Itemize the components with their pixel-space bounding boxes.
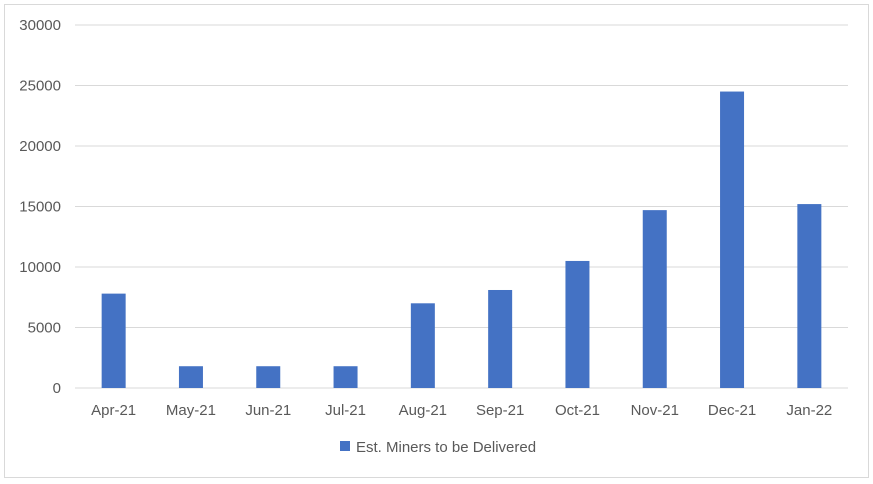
bar-dec-21 xyxy=(720,91,745,389)
bar-nov-21 xyxy=(642,210,667,388)
x-tick-label: May-21 xyxy=(166,402,216,419)
bar-apr-21 xyxy=(101,293,126,388)
bar-jul-21 xyxy=(333,366,358,388)
legend: Est. Miners to be Delivered xyxy=(340,439,536,456)
bar-may-21 xyxy=(178,366,203,388)
x-tick-label: Jun-21 xyxy=(245,402,291,419)
bar-jun-21 xyxy=(256,366,281,388)
gridlines xyxy=(75,24,848,389)
bar-sep-21 xyxy=(488,289,513,388)
y-tick-label: 25000 xyxy=(19,78,61,95)
y-tick-label: 10000 xyxy=(19,259,61,276)
x-tick-label: Jul-21 xyxy=(325,402,366,419)
y-tick-label: 20000 xyxy=(19,138,61,155)
x-axis-tick-labels: Apr-21 May-21 Jun-21 Jul-21 Aug-21 Sep-21 Oct-… xyxy=(91,402,832,419)
x-tick-label: Sep-21 xyxy=(476,402,524,419)
x-tick-label: Aug-21 xyxy=(399,402,447,419)
y-tick-label: 15000 xyxy=(19,199,61,216)
y-axis-tick-labels: 0 5000 10000 15000 20000 25000 30000 xyxy=(19,17,61,397)
x-tick-label: Oct-21 xyxy=(555,402,600,419)
bar-jan-22 xyxy=(797,204,822,388)
x-tick-label: Dec-21 xyxy=(708,402,756,419)
bar-aug-21 xyxy=(410,303,435,388)
y-tick-label: 30000 xyxy=(19,17,61,34)
x-tick-label: Jan-22 xyxy=(786,402,832,419)
legend-swatch xyxy=(340,441,350,451)
x-tick-label: Nov-21 xyxy=(631,402,679,419)
bars xyxy=(101,91,822,389)
y-tick-label: 5000 xyxy=(28,320,61,337)
legend-label: Est. Miners to be Delivered xyxy=(356,439,536,456)
y-tick-label: 0 xyxy=(53,380,61,397)
bar-oct-21 xyxy=(565,260,590,388)
x-tick-label: Apr-21 xyxy=(91,402,136,419)
